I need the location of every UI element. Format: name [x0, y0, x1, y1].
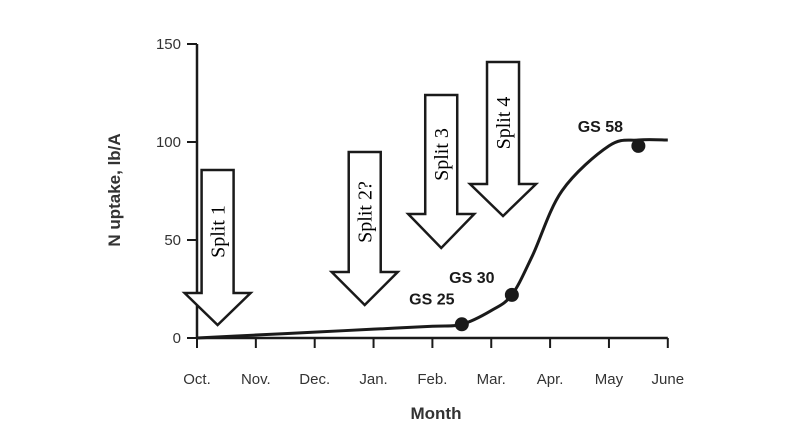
y-tick-label: 0 [173, 330, 181, 347]
split-arrow [466, 60, 540, 218]
uptake-curve [196, 138, 668, 340]
split-label: Split 3 [431, 128, 453, 181]
growth-stage-label: GS 25 [409, 291, 454, 308]
split-arrows: Split 1 Split 2? Split 3 Split 4 [181, 60, 540, 327]
y-tick-label: 150 [156, 36, 181, 53]
x-tick-label: June [652, 371, 685, 388]
growth-stage-point [454, 317, 469, 332]
x-tick-label: May [595, 371, 624, 388]
split-label: Split 4 [493, 97, 515, 150]
x-tick-label: Mar. [477, 371, 506, 388]
growth-stage-point [631, 138, 646, 153]
growth-stage-point [504, 287, 519, 302]
uptake-curve-group [196, 138, 668, 340]
split-arrow [328, 150, 401, 307]
growth-stage-points: GS 25 GS 30 GS 58 [409, 119, 646, 332]
split-arrow [405, 93, 478, 250]
x-tick-label: Nov. [241, 371, 271, 388]
y-axis-title: N uptake, lb/A [105, 133, 124, 246]
x-tick-label: Feb. [417, 371, 447, 388]
x-tick-label: Apr. [537, 371, 564, 388]
growth-stage-label: GS 30 [449, 270, 494, 287]
x-tick-label: Dec. [299, 371, 330, 388]
x-axis-title: Month [411, 404, 462, 423]
split-label: Split 1 [208, 205, 230, 258]
axes: 0 50 100 150 Oct. Nov. Dec. Jan. Feb. Mar. Apr. May… [156, 36, 684, 388]
growth-stage-label: GS 58 [578, 119, 623, 136]
split-arrow [181, 168, 254, 327]
x-tick-label: Oct. [183, 371, 211, 388]
split-label: Split 2? [355, 181, 377, 243]
x-tick-label: Jan. [359, 371, 387, 388]
y-tick-label: 100 [156, 134, 181, 151]
y-tick-label: 50 [164, 232, 181, 249]
